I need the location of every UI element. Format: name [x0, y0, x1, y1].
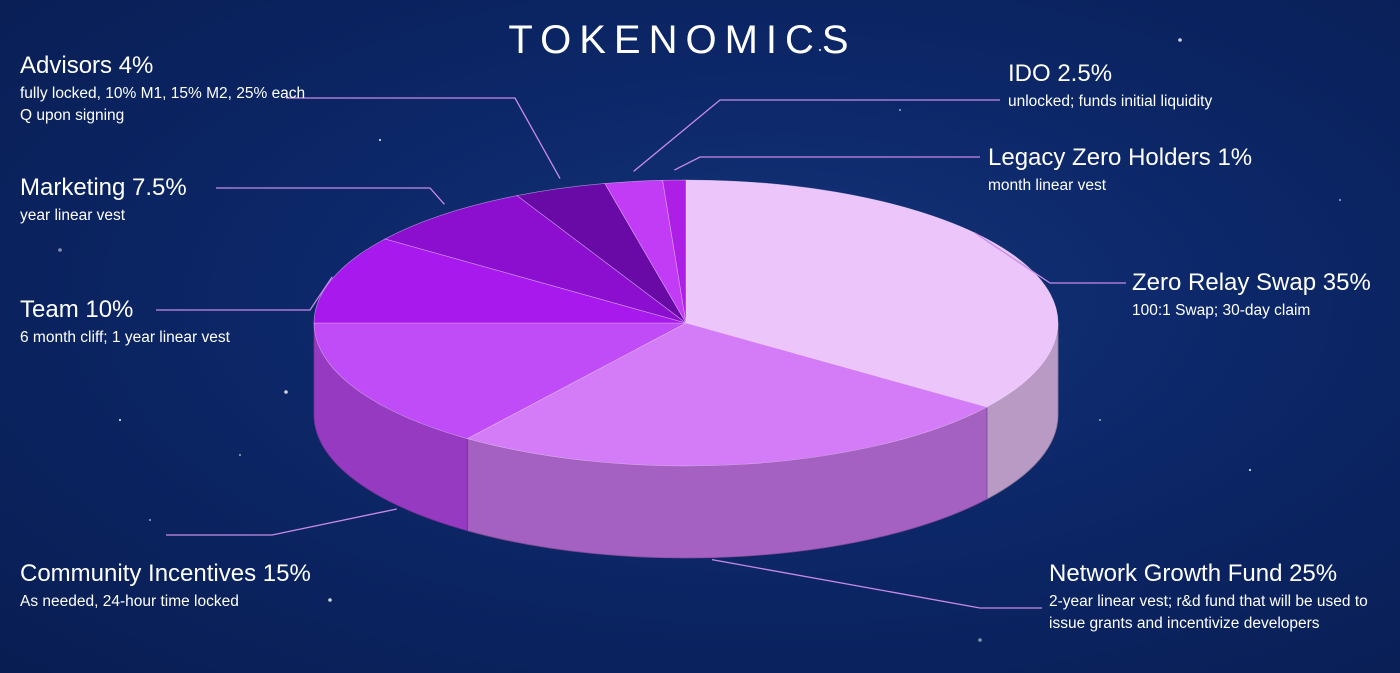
label-advisors-note: fully locked, 10% M1, 15% M2, 25% each Q… [20, 85, 306, 124]
pie-slice-team [313, 238, 687, 324]
label-advisors: Advisors 4% fully locked, 10% M1, 15% M2… [20, 52, 310, 127]
star [148, 518, 152, 522]
leader-line-legacy-zero-holders [674, 156, 980, 171]
star [1338, 198, 1342, 202]
leader-line-ido [633, 99, 1000, 172]
pie-slice-zero-relay-swap [685, 179, 1059, 408]
leader-line-team [156, 276, 333, 311]
chart-title: TOKENOMICS [508, 18, 857, 62]
pie-slice-legacy-zero-holders [662, 179, 687, 324]
label-zero-relay-swap: Zero Relay Swap 35% 100:1 Swap; 30-day c… [1132, 269, 1382, 322]
star [58, 248, 62, 252]
star [518, 38, 522, 42]
star [284, 390, 288, 394]
label-network-growth-fund: Network Growth Fund 25% 2-year linear ve… [1049, 560, 1379, 635]
label-marketing: Marketing 7.5% year linear vest [20, 174, 300, 227]
leader-line-zero-relay-swap [974, 232, 1126, 284]
pie-slice-marketing [384, 195, 687, 324]
leader-line-advisors [286, 97, 561, 179]
label-legacy-zero-holders-note: month linear vest [988, 177, 1107, 194]
pie-slice-network-growth-fund [466, 322, 988, 467]
label-ido: IDO 2.5% unlocked; funds initial liquidi… [1008, 60, 1328, 113]
star [978, 638, 982, 642]
pie-slice-community-incentives [313, 322, 687, 440]
leader-line-marketing [216, 187, 445, 205]
leader-line-network-growth-fund [711, 559, 1042, 609]
label-legacy-zero-holders: Legacy Zero Holders 1% month linear vest [988, 144, 1308, 197]
star [1178, 38, 1182, 42]
label-legacy-zero-holders-name: Legacy Zero Holders 1% [988, 144, 1253, 171]
label-marketing-note: year linear vest [20, 207, 126, 224]
label-team-name: Team 10% [20, 296, 134, 323]
label-community-incentives: Community Incentives 15% As needed, 24-h… [20, 560, 380, 613]
label-marketing-name: Marketing 7.5% [20, 174, 187, 201]
starfield-background [58, 38, 1342, 642]
star [818, 48, 822, 52]
label-network-growth-fund-name: Network Growth Fund 25% [1049, 560, 1338, 587]
label-team: Team 10% 6 month cliff; 1 year linear ve… [20, 296, 320, 349]
star [118, 418, 122, 422]
star [378, 138, 382, 142]
star [898, 108, 902, 112]
star [1098, 418, 1102, 422]
star [328, 598, 332, 602]
star [1248, 468, 1252, 472]
label-network-growth-fund-note: 2-year linear vest; r&d fund that will b… [1049, 593, 1368, 632]
label-ido-note: unlocked; funds initial liquidity [1008, 93, 1213, 110]
label-ido-name: IDO 2.5% [1008, 60, 1113, 87]
label-team-note: 6 month cliff; 1 year linear vest [20, 329, 230, 346]
label-zero-relay-swap-name: Zero Relay Swap 35% [1132, 269, 1371, 296]
label-zero-relay-swap-note: 100:1 Swap; 30-day claim [1132, 302, 1311, 319]
label-community-incentives-note: As needed, 24-hour time locked [20, 593, 239, 610]
star [238, 453, 242, 457]
label-advisors-name: Advisors 4% [20, 52, 154, 79]
label-community-incentives-name: Community Incentives 15% [20, 560, 311, 587]
pie-top-face [313, 179, 1059, 467]
leader-lines [156, 97, 1126, 609]
leader-line-community-incentives [166, 508, 398, 536]
